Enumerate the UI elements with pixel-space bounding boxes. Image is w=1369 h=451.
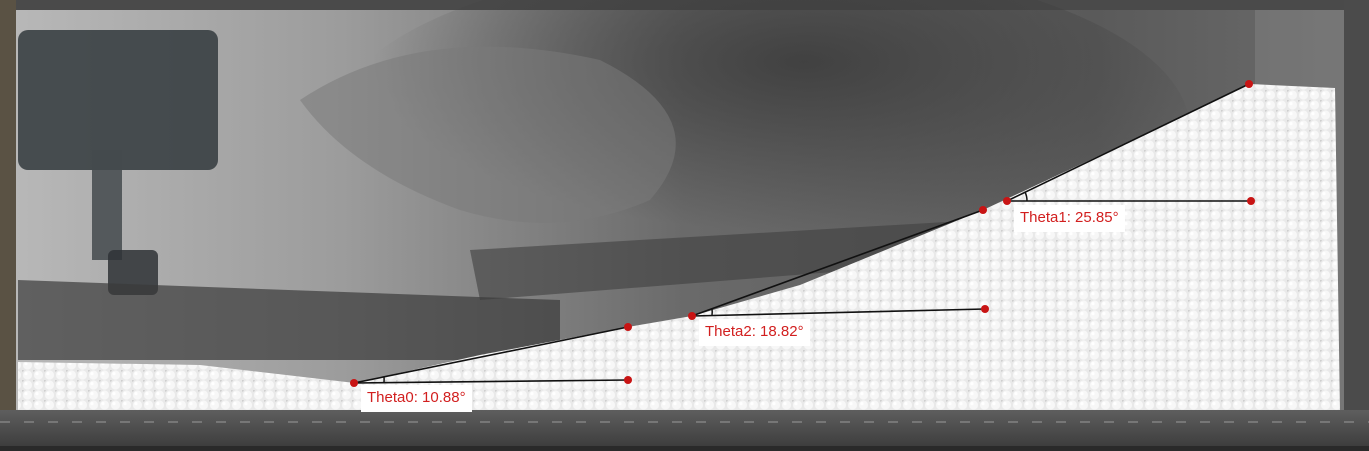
theta2-angle-marker [688,206,989,320]
bead-pile [18,84,1340,412]
theta0-angle-marker [350,323,632,387]
theta1-angle-marker [1003,80,1255,205]
theta2-label: Theta2: 18.82° [699,319,810,346]
theta0-label: Theta0: 10.88° [361,385,472,412]
theta1-label: Theta1: 25.85° [1014,205,1125,232]
